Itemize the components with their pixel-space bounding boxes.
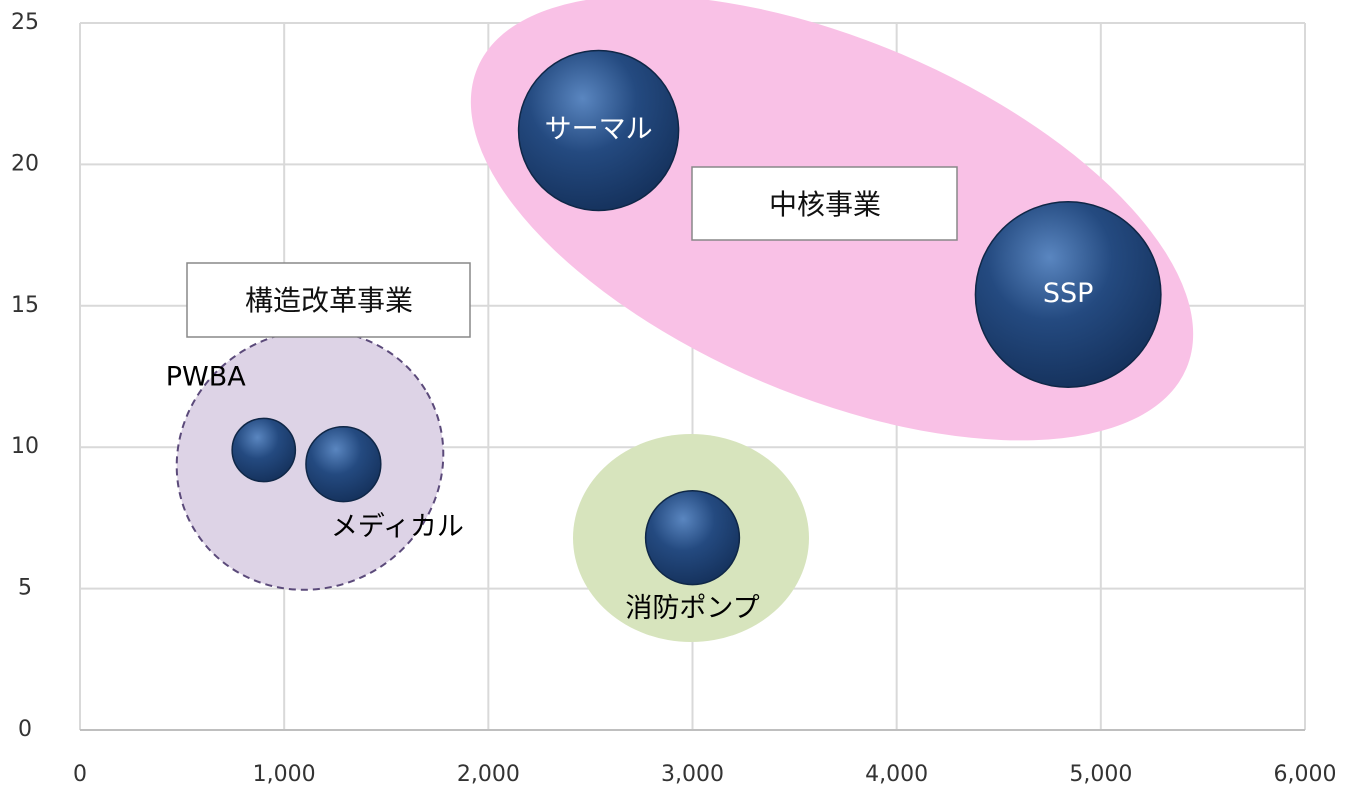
annotation: 中核事業 [769, 188, 881, 221]
y-tick-label: 10 [11, 434, 39, 459]
x-tick-label: 2,000 [457, 762, 520, 787]
y-tick-label: 15 [11, 293, 39, 318]
x-tick-label: 1,000 [253, 762, 316, 787]
x-tick-label: 4,000 [865, 762, 928, 787]
x-tick-label: 5,000 [1069, 762, 1132, 787]
x-tick-label: 3,000 [661, 762, 724, 787]
annotation-box [691, 166, 958, 241]
y-tick-label: 5 [18, 576, 32, 601]
data-label: メディカル [331, 512, 464, 543]
bubble [644, 490, 741, 586]
data-label: サーマル [545, 114, 653, 145]
y-tick-label: 25 [11, 10, 39, 35]
bubble [305, 426, 382, 503]
bubble [517, 49, 680, 212]
x-tick-label: 6,000 [1274, 762, 1337, 787]
annotation-box [186, 262, 471, 338]
data-label: 消防ポンプ [625, 593, 759, 624]
y-tick-label: 0 [18, 717, 32, 742]
bubble [974, 201, 1162, 388]
x-tick-label: 0 [73, 762, 87, 787]
data-label: SSP [1043, 278, 1094, 309]
data-label: PWBA [166, 362, 247, 393]
y-tick-label: 20 [11, 151, 39, 176]
annotation: 構造改革事業 [245, 284, 413, 317]
bubble [231, 417, 297, 483]
